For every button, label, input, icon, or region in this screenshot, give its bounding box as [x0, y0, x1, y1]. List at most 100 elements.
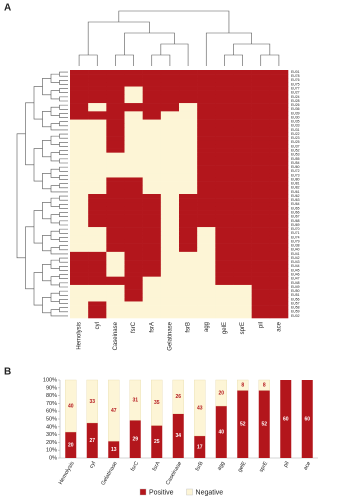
- row-label: EU76: [291, 78, 300, 82]
- dendrogram-branch: [59, 245, 68, 251]
- data-label: 40: [68, 403, 74, 409]
- heatmap-cell: [179, 206, 198, 211]
- heatmap-cell: [215, 94, 234, 100]
- y-tick-label: 10%: [46, 448, 57, 454]
- heatmap-cell: [106, 202, 125, 207]
- heatmap-cell: [106, 198, 125, 203]
- heatmap-cell: [88, 107, 107, 112]
- heatmap-cell: [70, 185, 89, 191]
- heatmap-cell: [251, 82, 271, 87]
- x-tick-label: cyl: [89, 461, 98, 470]
- row-label: EU69: [291, 223, 300, 227]
- heatmap-cell: [233, 268, 252, 273]
- heatmap-cell: [124, 189, 143, 195]
- heatmap-cell: [124, 90, 143, 96]
- heatmap-cell: [70, 198, 89, 203]
- heatmap-cell: [251, 140, 271, 145]
- heatmap-cell: [124, 218, 143, 224]
- row-label: EU35: [291, 120, 300, 124]
- heatmap-cell: [269, 94, 289, 100]
- heatmap-cell: [215, 309, 234, 315]
- dendrogram-branch: [233, 43, 271, 55]
- heatmap-cell: [142, 301, 162, 306]
- heatmap-cell: [215, 107, 234, 112]
- heatmap-cell: [106, 177, 125, 182]
- column-label: gelE: [222, 322, 228, 334]
- heatmap-cell: [70, 74, 89, 79]
- heatmap-cell: [160, 94, 180, 100]
- heatmap-cell: [269, 239, 289, 244]
- heatmap-cell: [251, 132, 271, 137]
- heatmap-cell: [269, 194, 289, 199]
- heatmap-cell: [251, 243, 271, 249]
- heatmap-cell: [197, 82, 216, 87]
- dendrogram-branch: [42, 77, 51, 96]
- heatmap-cell: [215, 165, 234, 170]
- y-tick-label: 100%: [43, 377, 57, 383]
- bar-segment: [258, 390, 270, 458]
- dendrogram-branch: [59, 228, 68, 234]
- heatmap-cell: [233, 231, 252, 236]
- heatmap-cell: [88, 115, 107, 120]
- row-label: EU41: [291, 252, 300, 256]
- column-label: cyl: [95, 322, 101, 329]
- heatmap-cell: [70, 289, 89, 294]
- heatmap-cell: [124, 78, 143, 83]
- heatmap-cell: [251, 198, 271, 203]
- column-label: agg: [204, 322, 210, 332]
- heatmap-cell: [251, 144, 271, 149]
- heatmap-cell: [88, 227, 107, 232]
- heatmap-cell: [179, 272, 198, 277]
- heatmap-cell: [215, 305, 234, 311]
- bar-segment: [108, 441, 120, 458]
- heatmap-cell: [160, 305, 180, 311]
- heatmap-cell: [179, 264, 198, 269]
- heatmap-cell: [251, 214, 271, 220]
- heatmap-cell: [215, 251, 234, 257]
- bar-segment: [151, 425, 163, 458]
- heatmap-cell: [160, 98, 180, 104]
- heatmap-cell: [124, 185, 143, 191]
- heatmap-cell: [233, 115, 252, 120]
- row-label: EU22: [291, 132, 300, 136]
- heatmap-cell: [160, 235, 180, 240]
- heatmap-cell: [179, 202, 198, 207]
- heatmap-cell: [197, 132, 216, 137]
- data-label: 60: [283, 416, 289, 422]
- bar-segment: [108, 379, 120, 442]
- heatmap-cell: [142, 284, 162, 290]
- heatmap-cell: [70, 78, 89, 83]
- row-label: EU61: [291, 190, 300, 194]
- row-label: EU74: [291, 235, 300, 239]
- heatmap-cell: [233, 189, 252, 195]
- heatmap-cell: [88, 189, 107, 195]
- heatmap-cell: [197, 227, 216, 232]
- heatmap-cell: [269, 177, 289, 182]
- heatmap-cell: [142, 194, 162, 199]
- dendrogram-branch: [87, 21, 150, 55]
- heatmap-cell: [215, 148, 234, 153]
- heatmap-cell: [124, 132, 143, 137]
- heatmap-cell: [197, 309, 216, 315]
- heatmap-cell: [70, 160, 89, 166]
- heatmap-cell: [233, 173, 252, 178]
- heatmap-cell: [106, 70, 125, 75]
- heatmap-cell: [70, 94, 89, 100]
- heatmap-cell: [88, 173, 107, 178]
- heatmap-cell: [251, 305, 271, 311]
- heatmap-cell: [179, 148, 198, 153]
- row-label: EU62: [291, 194, 300, 198]
- heatmap-cell: [124, 123, 143, 129]
- row-label: EU65: [291, 206, 300, 210]
- heatmap-cell: [160, 214, 180, 220]
- heatmap-cell: [197, 152, 216, 158]
- heatmap-cell: [215, 297, 234, 302]
- heatmap-cell: [106, 111, 125, 116]
- heatmap-cell: [179, 165, 198, 170]
- heatmap-cell: [142, 214, 162, 220]
- heatmap-cell: [88, 260, 107, 265]
- heatmap-cell: [70, 140, 89, 145]
- heatmap-cell: [251, 165, 271, 170]
- dendrogram-branch: [59, 266, 68, 271]
- heatmap-cell: [197, 251, 216, 257]
